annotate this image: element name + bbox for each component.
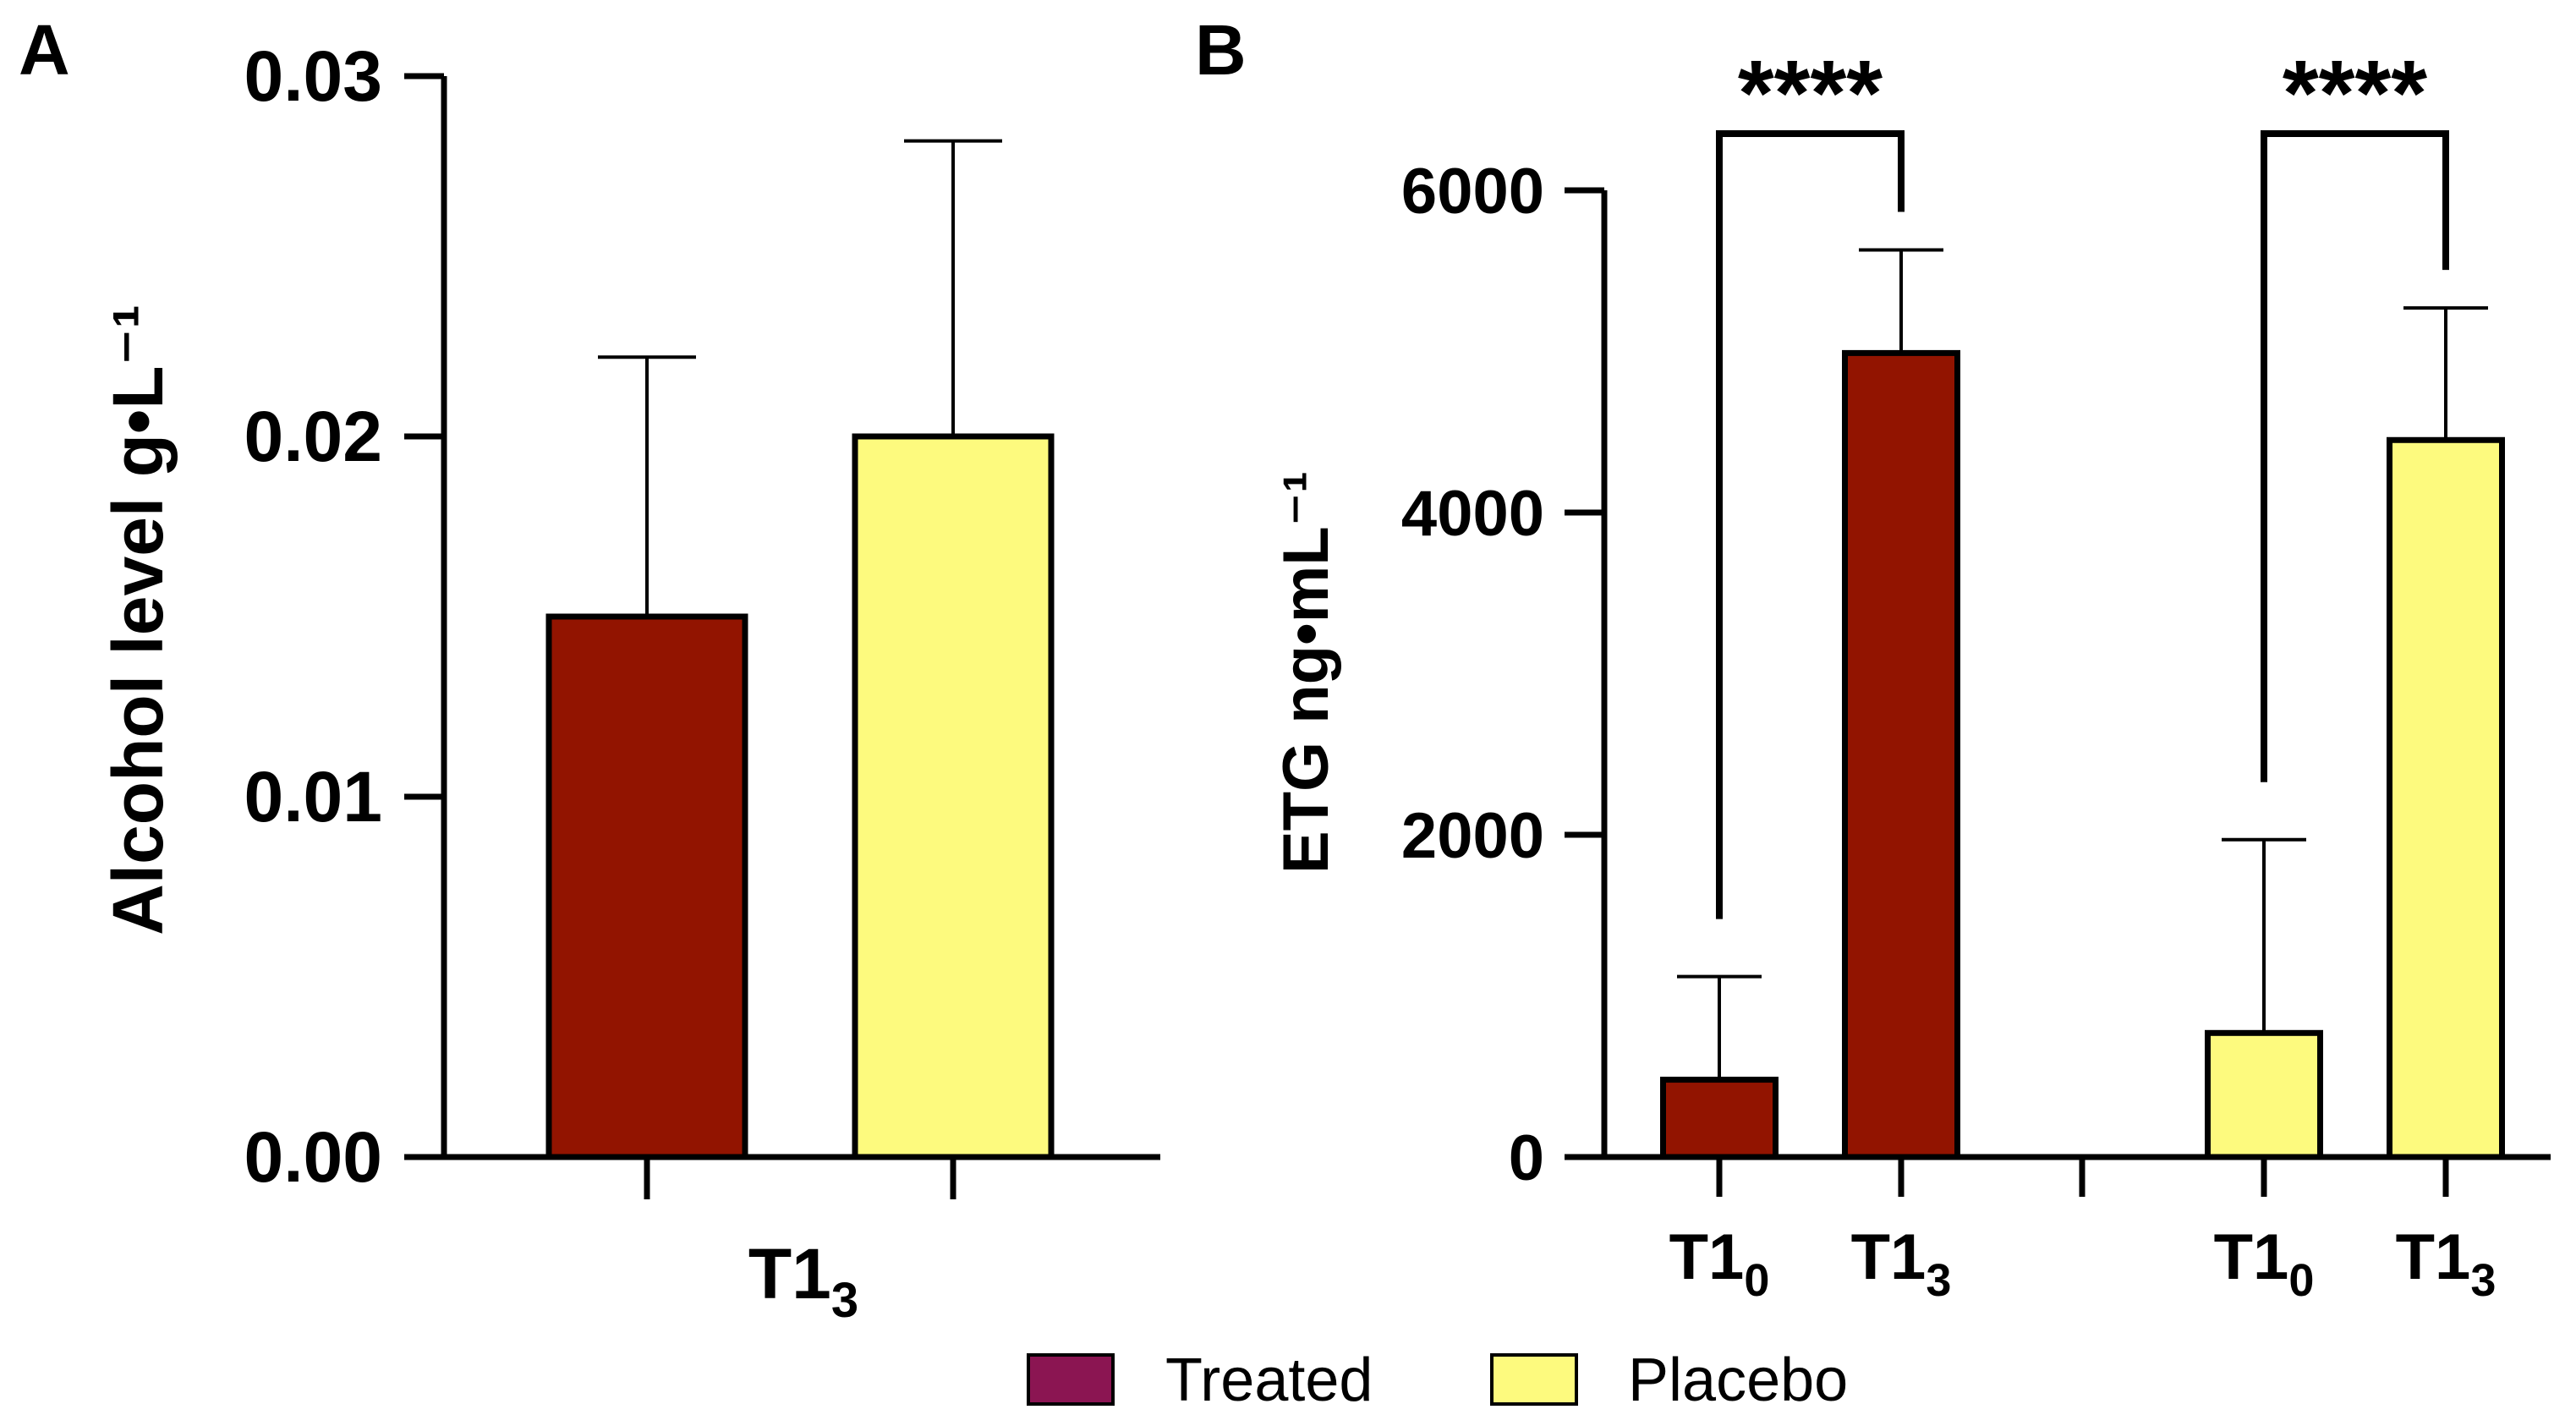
panel-b-y-tick-label: 2000	[1401, 800, 1544, 872]
significance-label: ****	[1738, 41, 1883, 145]
panel-a-y-tick-label: 0.01	[244, 757, 383, 836]
panel-a: 0.00 0.01 0.02 0.03 Alcohol level g•L⁻¹ T13	[98, 36, 1160, 1328]
panel-b-x-tick-label-sub: 0	[2288, 1255, 2314, 1306]
panel-a-y-tick-label: 0.00	[244, 1117, 383, 1197]
panel-b-significance: **** ****	[1716, 41, 2449, 919]
panel-a-bar-treated	[545, 613, 748, 1160]
panel-b-y-tick-label: 6000	[1401, 156, 1544, 228]
panel-a-x-label-sub: 3	[831, 1273, 858, 1328]
panel-b-bar-placebo-t10	[2205, 1029, 2323, 1160]
panel-a-bar-placebo	[852, 433, 1055, 1160]
panel-b-y-tick-label: 4000	[1401, 478, 1544, 550]
panel-a-x-ticks	[644, 1157, 956, 1199]
panel-a-x-label-base: T1	[748, 1234, 831, 1314]
significance-bracket	[1716, 130, 1905, 919]
legend-label-treated: Treated	[1165, 1346, 1373, 1414]
panel-b-x-tick-label: T13	[2396, 1221, 2497, 1306]
panel-b-x-tick-label-sub: 3	[2470, 1255, 2496, 1306]
panel-b-y-axis-label: ETG ng•mL⁻¹	[1270, 471, 1342, 874]
panel-b-x-tick-label-base: T1	[1851, 1221, 1927, 1293]
panel-b-x-tick-label-sub: 0	[1744, 1255, 1769, 1306]
panel-b-y-ticks: 0 2000 4000 6000	[1401, 156, 1604, 1194]
panel-b-bar-treated-t13	[1842, 349, 1960, 1160]
significance-label: ****	[2283, 41, 2427, 145]
panel-b-x-tick-label-base: T1	[2214, 1221, 2289, 1293]
panel-b-bar-placebo-t13	[2387, 436, 2505, 1160]
panel-b-x-tick-label-base: T1	[1669, 1221, 1745, 1293]
panel-a-bars	[545, 139, 1055, 1160]
panel-b-y-tick-label: 0	[1509, 1122, 1544, 1194]
panel-b-x-tick-label: T10	[2214, 1221, 2315, 1306]
panel-b-label: B	[1195, 10, 1247, 90]
panel-a-label: A	[19, 10, 70, 90]
legend: Treated Placebo	[1027, 1346, 1848, 1414]
panel-b-x-ticks: T10 T13 T10 T13	[1669, 1157, 2497, 1306]
significance-bracket	[2261, 130, 2449, 782]
panel-b-bar-treated-t10	[1660, 1077, 1779, 1160]
panel-a-x-axis-label: T13	[748, 1234, 858, 1328]
legend-swatch-treated	[1027, 1353, 1115, 1406]
panel-b-x-tick-label: T10	[1669, 1221, 1770, 1306]
panel-b-x-tick-label-base: T1	[2396, 1221, 2471, 1293]
legend-swatch-placebo	[1490, 1353, 1578, 1406]
legend-label-placebo: Placebo	[1628, 1346, 1848, 1414]
panel-a-y-axis-label: Alcohol level g•L⁻¹	[98, 304, 178, 935]
panel-a-y-tick-label: 0.03	[244, 36, 383, 116]
panel-b-x-tick-label: T13	[1851, 1221, 1952, 1306]
panel-a-y-tick-label: 0.02	[244, 397, 383, 476]
panel-b-x-tick-label-sub: 3	[1926, 1255, 1951, 1306]
panel-b-bars	[1660, 248, 2505, 1160]
panel-a-y-ticks: 0.00 0.01 0.02 0.03	[244, 36, 444, 1197]
